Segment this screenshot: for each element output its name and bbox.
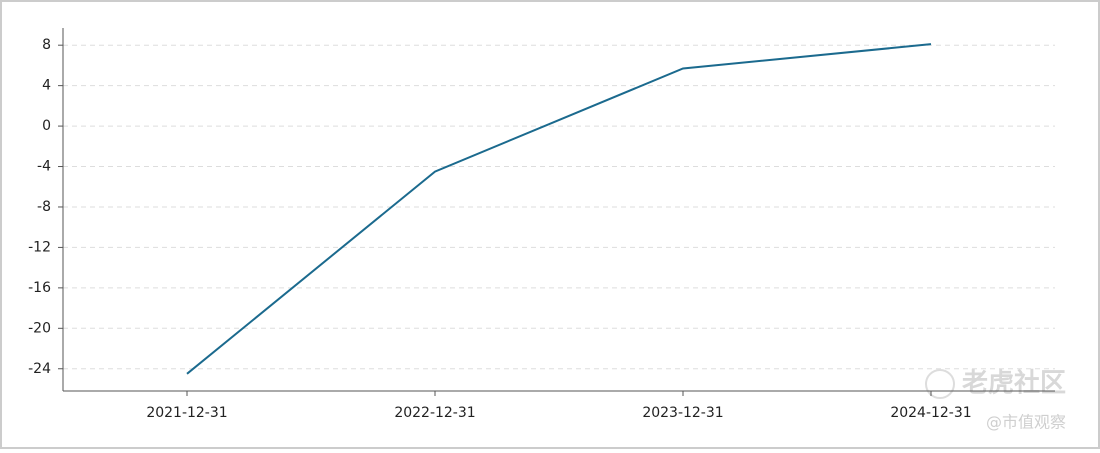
x-tick-label: 2021-12-31 bbox=[146, 405, 227, 421]
x-tick-label: 2024-12-31 bbox=[890, 405, 971, 421]
y-tick-label: -20 bbox=[28, 320, 51, 336]
watermark: 老虎社区 bbox=[962, 368, 1066, 399]
watermark-logo bbox=[925, 369, 955, 399]
y-tick-label: 4 bbox=[42, 78, 51, 94]
data-line bbox=[186, 43, 932, 375]
y-tick-label: -12 bbox=[28, 239, 51, 255]
x-tick-label: 2022-12-31 bbox=[394, 405, 475, 421]
y-tick-label: -8 bbox=[37, 199, 51, 215]
y-tick-label: 0 bbox=[42, 118, 51, 134]
watermark-source: @市值观察 bbox=[986, 413, 1066, 432]
y-tick-label: -16 bbox=[28, 280, 51, 296]
y-tick-label: -4 bbox=[37, 159, 51, 175]
x-tick-label: 2023-12-31 bbox=[642, 405, 723, 421]
y-tick-label: -24 bbox=[28, 361, 51, 377]
y-tick-label: 8 bbox=[42, 37, 51, 53]
